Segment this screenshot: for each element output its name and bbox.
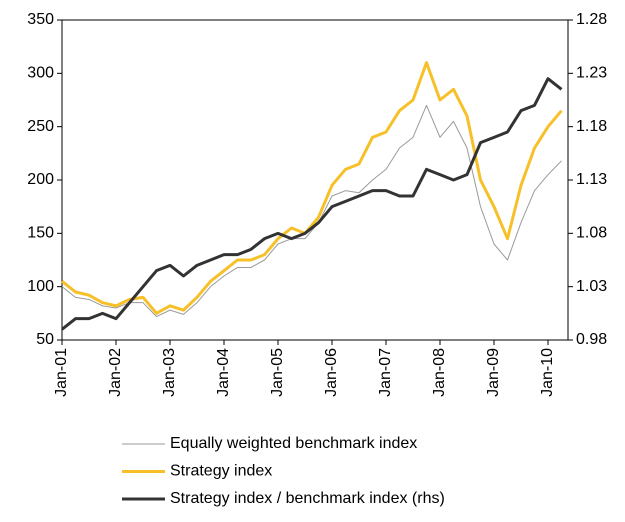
- x-tick-label: Jan-01: [53, 348, 70, 397]
- y2-tick-label: 1.28: [576, 11, 607, 28]
- x-tick-label: Jan-04: [215, 348, 232, 397]
- y-tick-label: 100: [27, 278, 54, 295]
- x-tick-label: Jan-05: [269, 348, 286, 397]
- y-tick-label: 350: [27, 11, 54, 28]
- y-tick-label: 250: [27, 118, 54, 135]
- line-series: [61, 104, 562, 318]
- x-tick-label: Jan-09: [485, 348, 502, 397]
- x-tick-label: Jan-07: [377, 348, 394, 397]
- x-tick-label: Jan-06: [323, 348, 340, 397]
- y-tick-label: 300: [27, 65, 54, 82]
- x-tick-label: Jan-03: [161, 348, 178, 397]
- legend-label: Strategy index / benchmark index (rhs): [170, 490, 445, 507]
- y-tick-label: 150: [27, 225, 54, 242]
- x-tick-label: Jan-10: [539, 348, 556, 397]
- y2-tick-label: 1.08: [576, 225, 607, 242]
- y-tick-label: 50: [36, 331, 54, 348]
- y2-tick-label: 1.18: [576, 118, 607, 135]
- y2-tick-label: 1.23: [576, 65, 607, 82]
- x-tick-label: Jan-02: [107, 348, 124, 397]
- line-series: [61, 61, 563, 315]
- legend-label: Equally weighted benchmark index: [170, 435, 417, 452]
- y2-tick-label: 1.03: [576, 278, 607, 295]
- y-tick-label: 200: [27, 171, 54, 188]
- x-tick-label: Jan-08: [431, 348, 448, 397]
- y2-tick-label: 1.13: [576, 171, 607, 188]
- y2-tick-label: 0.98: [576, 331, 607, 348]
- legend-label: Strategy index: [170, 463, 272, 480]
- line-series: [61, 77, 563, 331]
